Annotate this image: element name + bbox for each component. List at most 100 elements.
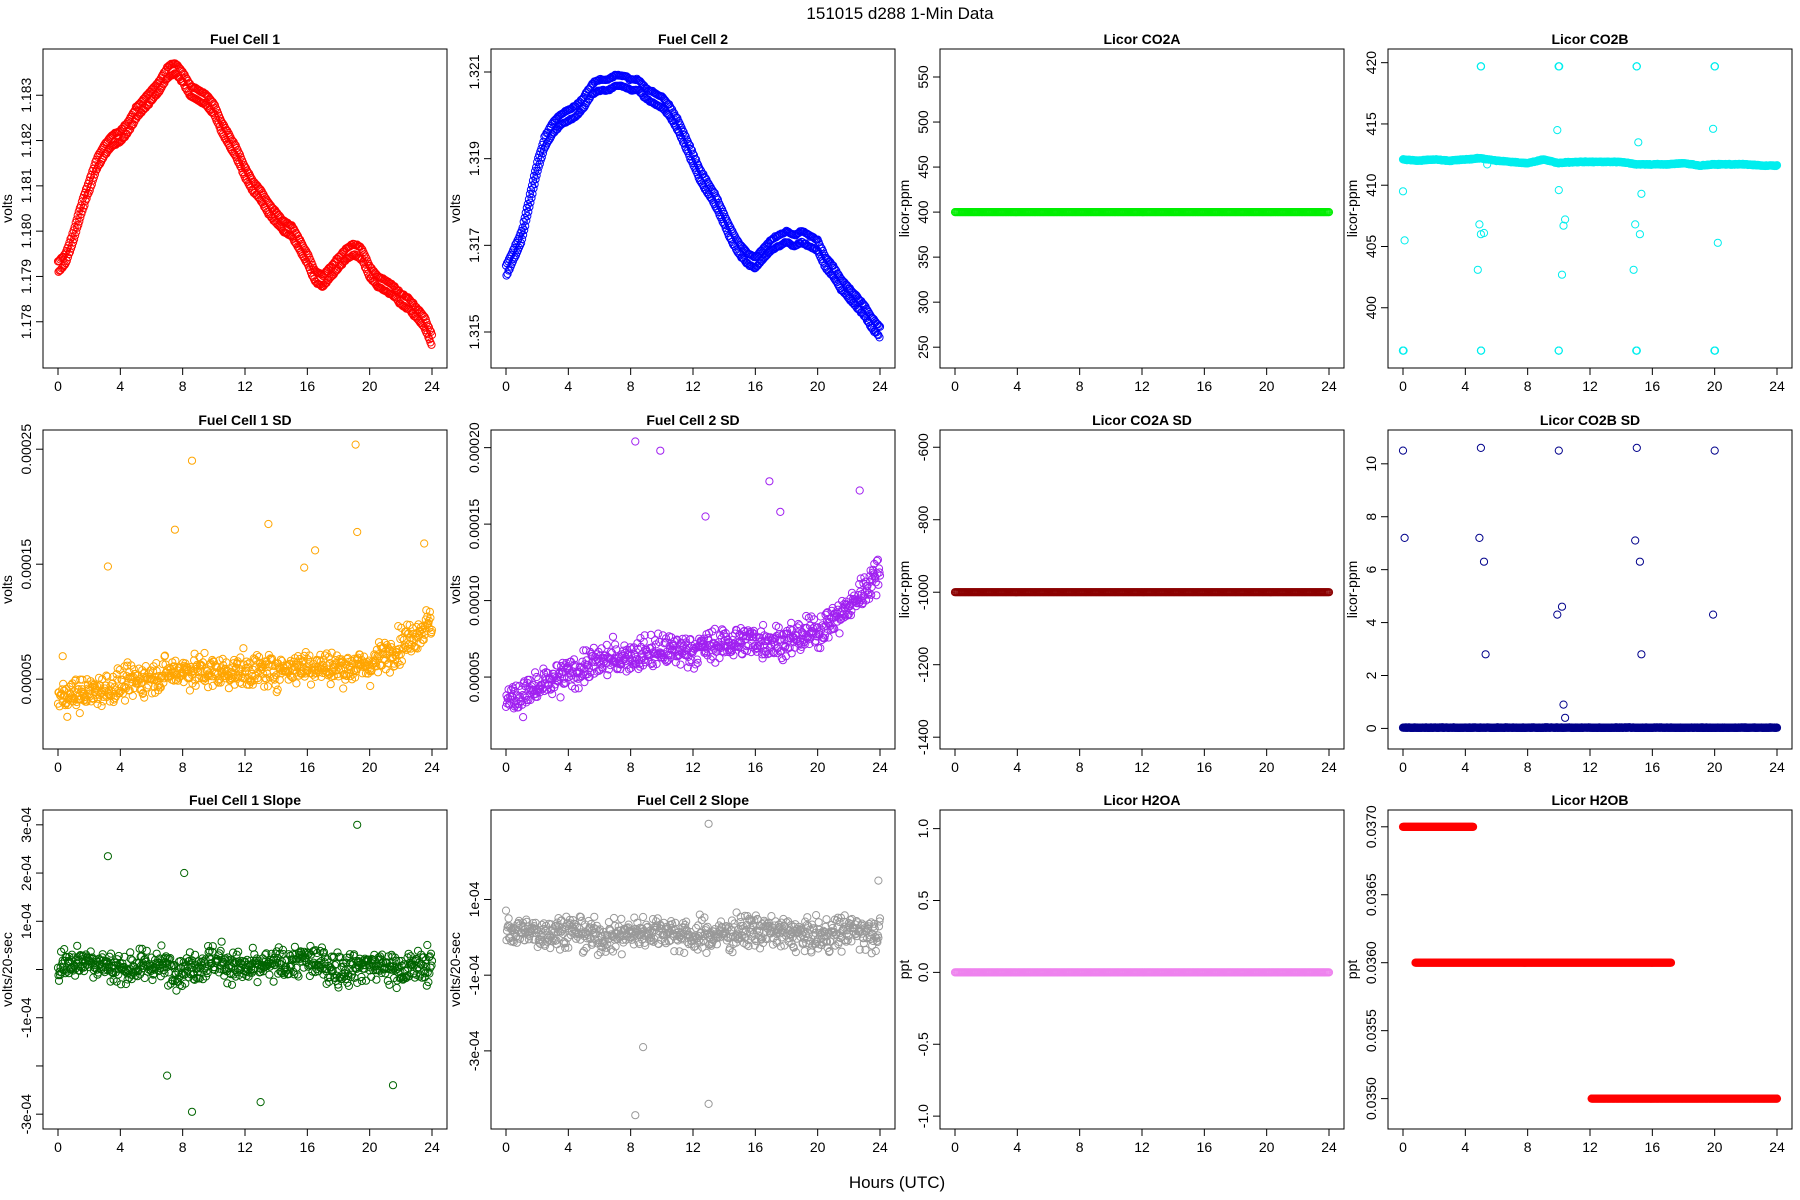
plot-frame	[1387, 48, 1793, 369]
data-point	[689, 664, 699, 673]
y-tick-label: 550	[915, 65, 931, 89]
data-point	[648, 659, 657, 668]
x-tick-label: 24	[424, 378, 440, 394]
data-point	[268, 661, 277, 670]
data-point	[85, 186, 94, 195]
data-point	[305, 651, 314, 660]
data-point	[97, 701, 106, 711]
data-point	[660, 639, 669, 648]
data-point	[92, 681, 102, 691]
data-point	[866, 577, 875, 586]
y-tick-label: 0.00025	[18, 424, 34, 475]
data-point	[156, 683, 165, 692]
data-point	[654, 629, 663, 638]
x-tick-label: 12	[237, 759, 253, 775]
data-point	[805, 639, 814, 649]
y-tick-label: 4	[1363, 618, 1379, 626]
data-point	[373, 668, 383, 677]
data-point	[103, 672, 112, 681]
data-point	[248, 672, 257, 681]
data-point	[404, 629, 413, 638]
y-tick-label: 0	[1363, 724, 1379, 732]
data-point	[748, 262, 757, 271]
data-point	[525, 189, 535, 199]
data-point	[236, 653, 245, 662]
data-point	[537, 153, 546, 162]
x-tick-label: 4	[116, 378, 124, 394]
data-point	[1631, 220, 1640, 229]
data-point	[509, 704, 518, 713]
data-point	[239, 644, 248, 653]
data-point	[692, 155, 701, 164]
data-point	[353, 527, 362, 537]
data-point	[504, 266, 513, 275]
data-point	[532, 171, 541, 180]
y-tick-label: 1.179	[18, 259, 34, 294]
x-tick-label: 12	[237, 378, 253, 394]
data-point	[197, 661, 206, 670]
data-point	[531, 175, 540, 184]
data-point	[1629, 265, 1638, 274]
x-tick-label: 20	[1259, 378, 1275, 394]
data-point	[515, 241, 525, 250]
data-point	[698, 643, 707, 652]
y-tick-label: 400	[1363, 296, 1379, 320]
data-point	[830, 624, 839, 633]
x-tick-label: 16	[748, 759, 764, 775]
x-tick-label: 12	[1582, 378, 1598, 394]
data-point	[531, 668, 540, 677]
x-tick-label: 12	[685, 378, 701, 394]
data-point	[273, 685, 282, 694]
data-point	[254, 652, 264, 662]
data-point	[306, 680, 316, 689]
data-point	[419, 635, 428, 645]
data-point	[1634, 138, 1643, 147]
data-point	[749, 633, 758, 642]
y-tick-label: 1.181	[18, 168, 34, 203]
y-tick-label: 1.317	[466, 228, 482, 263]
data-point	[510, 253, 519, 262]
data-point	[1554, 346, 1563, 355]
x-tick-label: 20	[810, 378, 826, 394]
data-point	[719, 626, 728, 635]
y-tick-label: 410	[1363, 173, 1379, 197]
y-tick-label: 1.183	[18, 78, 34, 113]
data-point	[875, 322, 885, 331]
data-point	[212, 668, 221, 678]
data-point	[243, 660, 252, 669]
y-axis-label: volts	[0, 575, 15, 604]
data-point	[103, 562, 113, 571]
y-tick-label: 0.00015	[18, 539, 34, 590]
data-points	[950, 208, 1334, 217]
data-point	[325, 670, 334, 679]
data-point	[1399, 346, 1408, 355]
panel-title: Fuel Cell 1 SD	[198, 412, 291, 428]
data-point	[216, 678, 225, 687]
plot-frame	[42, 429, 448, 750]
data-point	[712, 194, 722, 203]
data-point	[53, 699, 63, 708]
data-point	[142, 683, 151, 692]
data-point	[1710, 346, 1720, 355]
data-point	[1324, 588, 1334, 597]
data-point	[1709, 124, 1718, 133]
data-point	[1554, 186, 1563, 195]
data-point	[1710, 62, 1719, 71]
data-point	[128, 678, 137, 687]
panel-title: Fuel Cell 2	[658, 31, 728, 47]
data-point	[1398, 187, 1408, 196]
data-point	[159, 678, 168, 687]
y-tick-label: 0.00020	[466, 422, 482, 473]
figure-title: 151015 d288 1-Min Data	[806, 4, 994, 23]
data-point	[603, 671, 612, 680]
data-point	[687, 146, 697, 155]
data-point	[293, 662, 302, 671]
data-point	[807, 612, 816, 621]
data-point	[538, 684, 548, 694]
data-point	[263, 682, 272, 691]
y-tick-label: -1000	[915, 574, 931, 610]
data-point	[713, 195, 723, 204]
data-point	[387, 643, 396, 652]
